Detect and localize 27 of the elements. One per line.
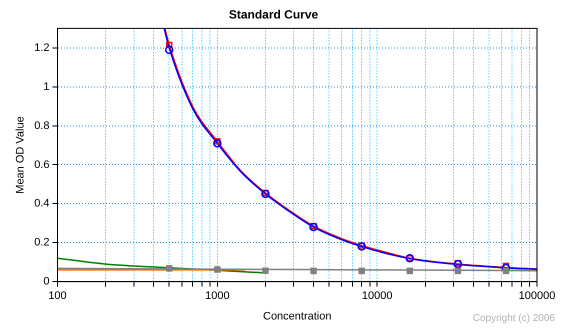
y-tick-label: 1 [43, 80, 50, 93]
point [166, 42, 172, 48]
point [213, 139, 222, 148]
point [358, 268, 365, 274]
x-tick-label: 100 [48, 290, 67, 302]
x-tick-label: 100000 [518, 290, 556, 302]
point [310, 268, 317, 274]
x-axis-title: Concentration [262, 310, 332, 322]
y-tick-label: 0.6 [34, 158, 50, 171]
point [454, 268, 462, 274]
y-axis-title: Mean OD Value [14, 116, 27, 194]
point [164, 46, 174, 54]
y-tick-label: 0 [43, 276, 50, 288]
y-tick-label: 0.8 [34, 120, 50, 132]
x-tick-label: 10000 [362, 290, 392, 302]
y-tick-label: 0.4 [34, 198, 50, 210]
point [502, 268, 510, 274]
chart-title: Standard Curve [228, 8, 318, 22]
text: Copyright (c) 2006 [472, 312, 556, 324]
y-tick-label: 1.2 [34, 42, 50, 54]
x-tick-label: 1000 [205, 290, 230, 302]
point [262, 267, 269, 274]
point [214, 138, 221, 145]
y-tick-label: 0.2 [34, 236, 50, 249]
point [214, 266, 221, 273]
point [406, 268, 414, 274]
point [166, 265, 172, 272]
